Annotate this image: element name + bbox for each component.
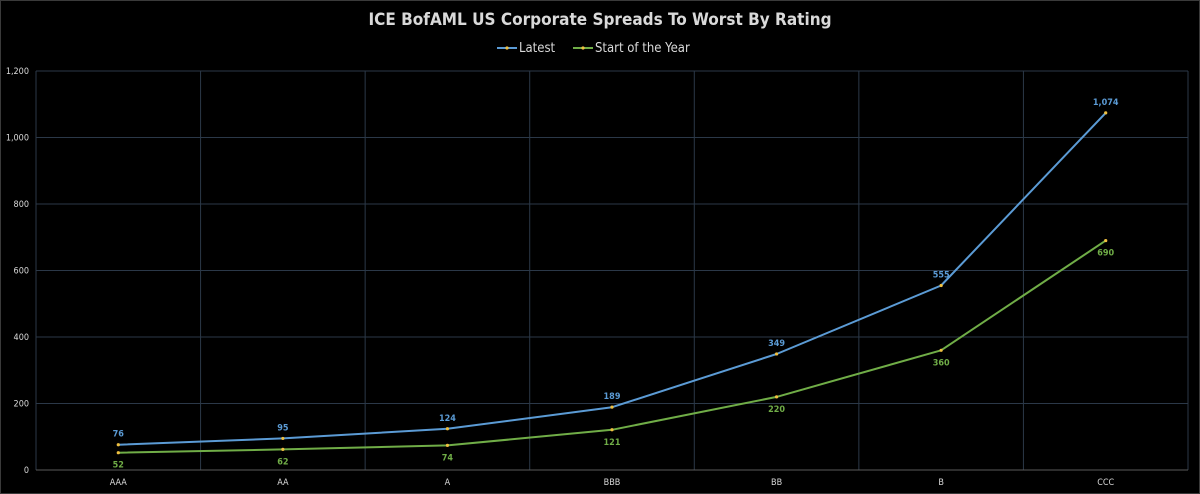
data-point <box>774 352 779 356</box>
data-label: 121 <box>604 438 621 448</box>
x-tick-label: AA <box>277 478 289 488</box>
data-label: 690 <box>1097 249 1114 259</box>
data-label: 124 <box>439 414 456 424</box>
data-point <box>610 428 614 432</box>
x-tick-label: CCC <box>1097 478 1114 488</box>
legend-label: Latest <box>519 41 556 56</box>
data-point <box>445 427 450 431</box>
data-label: 189 <box>604 392 621 402</box>
x-axis: AAA AA A BBB BB B CCC <box>36 469 1188 488</box>
series-start-of-the-year: 52 62 74 121 220 360 690 <box>113 238 1115 471</box>
data-label: 349 <box>768 339 785 349</box>
y-tick-label: 0 <box>24 466 29 476</box>
data-point <box>939 283 943 288</box>
y-tick-label: 200 <box>14 400 29 410</box>
x-tick-label: BBB <box>604 478 621 488</box>
data-label: 1,074 <box>1093 98 1119 108</box>
data-point <box>116 443 120 447</box>
x-tick-label: B <box>938 478 944 488</box>
legend: Latest Start of the Year <box>497 41 690 56</box>
series-line <box>118 239 1107 454</box>
data-label: 52 <box>113 461 124 471</box>
data-label: 76 <box>113 430 125 440</box>
data-label: 220 <box>768 405 785 415</box>
y-tick-label: 400 <box>14 333 29 343</box>
data-point <box>610 405 614 409</box>
data-point <box>774 395 779 399</box>
data-label: 360 <box>933 358 950 368</box>
data-point <box>281 436 285 441</box>
legend-marker <box>505 46 509 50</box>
y-tick-label: 1,000 <box>6 134 29 144</box>
legend-marker <box>581 46 585 50</box>
legend-item: Start of the Year <box>573 41 690 56</box>
data-label: 74 <box>442 453 454 463</box>
legend-item: Latest <box>497 41 556 56</box>
data-label: 62 <box>277 457 288 467</box>
y-tick-label: 1,200 <box>6 67 29 77</box>
data-label: 95 <box>277 423 289 433</box>
series-latest: 76 95 124 189 349 555 1,074 <box>113 98 1119 447</box>
data-point <box>116 451 120 455</box>
grid <box>35 70 1189 471</box>
series-group: 76 95 124 189 349 555 1,074 52 62 74 121 220 360 690 <box>113 98 1119 471</box>
data-point <box>1104 238 1108 243</box>
legend-label: Start of the Year <box>595 41 690 56</box>
y-axis: 0 200 400 600 800 1,000 1,200 <box>6 67 29 476</box>
x-tick-label: AAA <box>110 478 128 488</box>
y-tick-label: 600 <box>14 267 29 277</box>
x-tick-label: BB <box>771 478 782 488</box>
data-point <box>939 348 943 352</box>
x-tick-label: A <box>445 478 451 488</box>
data-point <box>1104 111 1108 115</box>
data-point <box>281 447 285 451</box>
chart-title: ICE BofAML US Corporate Spreads To Worst… <box>368 10 831 30</box>
data-label: 555 <box>933 270 950 280</box>
data-point <box>445 443 450 447</box>
y-tick-label: 800 <box>14 200 29 210</box>
